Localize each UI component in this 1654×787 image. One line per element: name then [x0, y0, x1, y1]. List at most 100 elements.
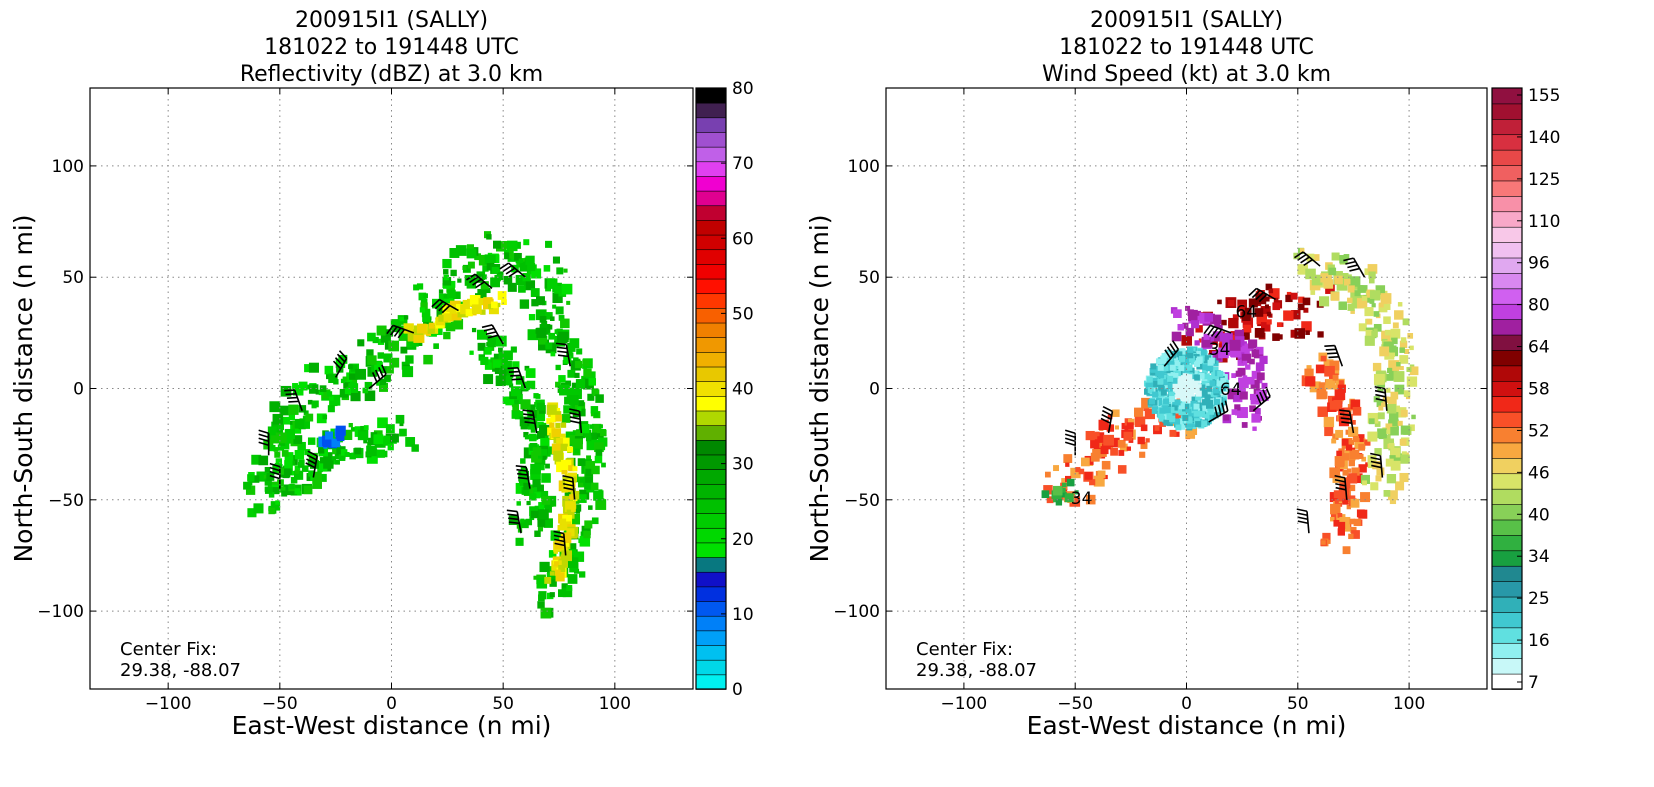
wind-barb-feather: [1259, 391, 1265, 403]
chart-title-line-3: Wind Speed (kt) at 3.0 km: [1042, 62, 1331, 87]
colorbar-segment: [695, 307, 727, 324]
colorbar-segment: [695, 366, 727, 382]
colorbar-segment: [695, 322, 727, 338]
wind-barb-feather: [556, 346, 568, 350]
center-fix-value: 29.38, -88.07: [120, 660, 241, 681]
wind-barb-feather: [306, 454, 317, 461]
colorbar-segment: [1491, 395, 1523, 413]
colorbar-segment: [1491, 627, 1523, 644]
wind-barb-feather: [502, 264, 513, 273]
wind-band-tail: [1041, 478, 1079, 506]
wind-barb-feather: [554, 542, 565, 547]
wind-barb-feather: [1343, 257, 1354, 262]
wind-barb-feather: [336, 353, 346, 363]
wind-barb-feather: [1335, 486, 1347, 491]
grid: [90, 88, 693, 689]
x-tick-label: 100: [1393, 694, 1425, 714]
wind-barb-feather: [557, 350, 568, 354]
colorbar-segment: [1491, 318, 1523, 336]
wind-barb-feather: [1325, 348, 1337, 351]
wind-barb-feather: [1214, 406, 1219, 418]
wind-barb-feather: [1303, 258, 1313, 267]
wind-barb-feather: [375, 369, 381, 380]
wind-barb-feather: [269, 474, 281, 480]
wind-barb-feather: [1334, 474, 1346, 479]
colorbar-segment: [1491, 334, 1523, 351]
colorbar-segment: [1491, 241, 1523, 259]
wind-barb-feather: [563, 482, 574, 487]
wind-barbs: [258, 262, 583, 556]
colorbar-tick-label: 80: [1528, 296, 1550, 316]
wind-barb-feather: [523, 413, 534, 417]
wind-barb-feather: [431, 299, 440, 308]
wind-barb-feather: [487, 334, 499, 339]
wind-barb-feather: [258, 429, 269, 435]
wind-barb-feather: [469, 276, 479, 284]
colorbar-segment: [695, 483, 727, 500]
wind-barb-feather: [516, 468, 527, 472]
wind-barb-feather: [1214, 328, 1223, 339]
wind-barb-feather: [258, 433, 269, 439]
wind-barb-feather: [1258, 293, 1268, 303]
colorbar-segment: [1491, 87, 1523, 105]
colorbar-segment: [695, 630, 727, 646]
wind-barb-feather: [475, 281, 485, 289]
wind-barb-feather: [1255, 291, 1264, 301]
wind-barb-feather: [1370, 460, 1382, 465]
wind-barb-feather: [1064, 429, 1076, 435]
wind-band-east: [1301, 352, 1371, 555]
wind-barb-feather: [505, 267, 516, 275]
wind-barb-feather: [1334, 478, 1346, 483]
colorbar-tick-label: 20: [732, 530, 754, 550]
wind-barb-feather: [569, 412, 580, 416]
wind-barb-feather: [284, 389, 295, 392]
wind-barb-feather: [554, 538, 565, 543]
wind-barb-feather: [306, 458, 317, 465]
wind-barb-feather: [553, 534, 565, 539]
wind-barb-feather: [1296, 512, 1308, 517]
colorbar-segment: [1491, 226, 1523, 243]
colorbar-segment: [1491, 349, 1523, 367]
colorbar-segment: [1491, 195, 1523, 213]
wind-barb-feather: [569, 416, 581, 420]
wind-barb-feather: [288, 400, 299, 403]
colorbar-tick-label: 40: [732, 380, 754, 400]
wind-barb-feather: [1324, 344, 1335, 347]
wind-barb-feather: [1370, 452, 1381, 457]
wind-barb-feather: [1300, 256, 1310, 264]
wind-barb-feather: [1203, 324, 1211, 335]
colorbar-tick-label: 16: [1528, 631, 1550, 651]
wind-barb-feather: [522, 409, 533, 413]
wind-barb-feather: [570, 420, 581, 424]
colorbar-segment: [695, 336, 727, 353]
colorbar-segment: [695, 644, 727, 661]
x-axis-label: East-West distance (n mi): [232, 711, 552, 740]
colorbar-segment: [695, 292, 727, 309]
wind-barb-feather: [1375, 397, 1387, 402]
wind-barb-feather: [269, 462, 281, 468]
wind-barb-feather: [515, 464, 527, 468]
colorbar-tick-label: 40: [1528, 505, 1550, 525]
wind-barb-feather: [1064, 441, 1076, 447]
y-tick-label: 100: [52, 157, 84, 177]
colorbar-segment: [1491, 611, 1523, 629]
colorbar-segment: [1491, 503, 1523, 521]
colorbar-segment: [695, 512, 727, 529]
wind-barb-feather: [562, 474, 573, 479]
y-tick-label: −50: [844, 491, 880, 511]
colorbar-segment: [1491, 180, 1523, 197]
wind-barb-feather: [1251, 289, 1261, 299]
wind-barb-feather: [557, 354, 569, 358]
colorbar-segment: [695, 117, 727, 133]
colorbar-segment: [695, 468, 727, 485]
wind-barb-feather: [555, 342, 567, 346]
wind-barb-feather: [1102, 405, 1113, 413]
colorbar-segment: [695, 219, 727, 236]
wind-barbs: [1064, 251, 1388, 534]
wind-barb-feather: [563, 486, 574, 491]
wind-barb-feather: [507, 513, 519, 517]
wind-barb-feather: [269, 466, 281, 472]
colorbar-tick-label: 70: [732, 154, 754, 174]
colorbar-tick-label: 52: [1528, 421, 1550, 441]
colorbar-segment: [695, 146, 727, 163]
